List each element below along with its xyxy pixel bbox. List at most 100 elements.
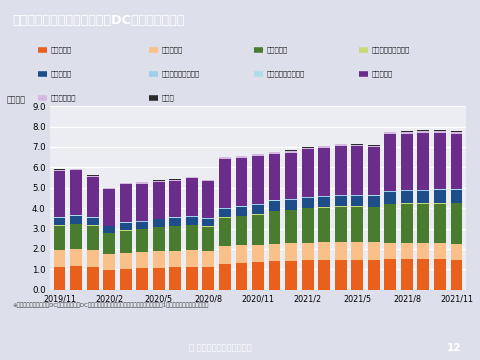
Bar bbox=[103, 188, 115, 189]
Bar bbox=[120, 231, 132, 253]
Bar bbox=[70, 266, 82, 290]
Bar bbox=[301, 148, 313, 149]
Bar bbox=[252, 262, 264, 290]
Bar bbox=[285, 150, 297, 151]
Bar bbox=[418, 130, 430, 131]
Bar bbox=[153, 181, 165, 182]
Text: エマージング株式型: エマージング株式型 bbox=[371, 46, 409, 53]
Bar bbox=[434, 131, 446, 133]
Bar bbox=[186, 179, 198, 216]
Bar bbox=[236, 206, 247, 207]
Bar bbox=[368, 147, 380, 195]
Bar bbox=[136, 269, 148, 290]
Bar bbox=[54, 170, 65, 171]
Bar bbox=[252, 156, 264, 204]
Bar bbox=[153, 180, 165, 181]
Bar bbox=[418, 131, 430, 133]
Bar bbox=[136, 252, 148, 269]
Bar bbox=[136, 184, 148, 221]
Bar bbox=[318, 208, 330, 243]
Bar bbox=[351, 242, 363, 260]
Bar bbox=[136, 222, 148, 229]
Bar bbox=[103, 233, 115, 254]
Bar bbox=[203, 251, 215, 267]
Bar bbox=[301, 197, 313, 198]
Bar bbox=[120, 222, 132, 223]
Bar bbox=[401, 243, 413, 259]
Bar bbox=[318, 146, 330, 148]
Bar bbox=[203, 219, 215, 226]
Text: エマージング債券型: エマージング債券型 bbox=[162, 71, 200, 77]
Bar bbox=[169, 251, 181, 267]
Bar bbox=[186, 217, 198, 225]
Text: ※　公社債投信等を除くDC専用ファンド（DCファンドの分類は、運用会社様にご協力を頂き、年1回展開しを実施しています）: ※ 公社債投信等を除くDC専用ファンド（DCファンドの分類は、運用会社様にご協力… bbox=[12, 302, 208, 307]
Bar bbox=[384, 204, 396, 243]
Bar bbox=[169, 181, 181, 217]
Bar bbox=[451, 189, 462, 190]
Bar bbox=[351, 260, 363, 290]
Bar bbox=[203, 180, 215, 181]
Bar bbox=[86, 218, 98, 225]
Bar bbox=[236, 207, 247, 216]
Bar bbox=[70, 169, 82, 170]
Bar bbox=[318, 260, 330, 290]
Bar bbox=[153, 251, 165, 268]
Bar bbox=[384, 259, 396, 290]
Bar bbox=[252, 154, 264, 156]
Bar bbox=[169, 179, 181, 180]
Bar bbox=[86, 226, 98, 250]
Bar bbox=[252, 205, 264, 214]
Bar bbox=[401, 134, 413, 190]
Bar bbox=[269, 201, 280, 202]
Bar bbox=[351, 207, 363, 242]
Bar bbox=[368, 260, 380, 290]
Bar bbox=[136, 182, 148, 183]
Bar bbox=[70, 170, 82, 215]
Bar bbox=[301, 149, 313, 197]
Bar bbox=[120, 253, 132, 269]
Text: 国内債券型: 国内債券型 bbox=[162, 46, 183, 53]
Text: 12: 12 bbox=[446, 343, 461, 353]
Bar bbox=[153, 219, 165, 227]
Bar bbox=[318, 207, 330, 208]
Bar bbox=[368, 207, 380, 242]
Bar bbox=[86, 217, 98, 218]
Bar bbox=[236, 216, 247, 245]
Bar bbox=[384, 203, 396, 204]
Bar bbox=[54, 225, 65, 249]
Bar bbox=[136, 183, 148, 184]
Bar bbox=[335, 144, 347, 146]
Bar bbox=[451, 134, 462, 189]
Bar bbox=[368, 146, 380, 147]
Bar bbox=[169, 267, 181, 290]
Bar bbox=[269, 211, 280, 244]
Bar bbox=[203, 267, 215, 290]
Bar bbox=[236, 263, 247, 290]
Bar bbox=[153, 268, 165, 290]
Bar bbox=[86, 177, 98, 217]
Bar bbox=[418, 259, 430, 290]
Bar bbox=[434, 130, 446, 131]
Bar bbox=[103, 254, 115, 270]
Bar bbox=[169, 218, 181, 226]
Bar bbox=[418, 133, 430, 190]
Bar bbox=[301, 147, 313, 148]
Bar bbox=[318, 197, 330, 207]
Bar bbox=[219, 208, 231, 209]
Bar bbox=[86, 225, 98, 226]
Bar bbox=[401, 132, 413, 134]
Bar bbox=[451, 132, 462, 134]
Bar bbox=[120, 269, 132, 290]
Bar bbox=[269, 202, 280, 211]
Text: ハイイールド債券型: ハイイールド債券型 bbox=[266, 71, 305, 77]
Bar bbox=[169, 217, 181, 218]
Bar bbox=[285, 151, 297, 153]
Bar bbox=[285, 261, 297, 290]
Bar bbox=[186, 216, 198, 217]
Bar bbox=[335, 242, 347, 260]
Bar bbox=[318, 148, 330, 196]
Bar bbox=[103, 225, 115, 226]
Text: 複合資産型: 複合資産型 bbox=[371, 71, 393, 77]
Text: 外国株式型: 外国株式型 bbox=[266, 46, 288, 53]
Bar bbox=[434, 259, 446, 290]
